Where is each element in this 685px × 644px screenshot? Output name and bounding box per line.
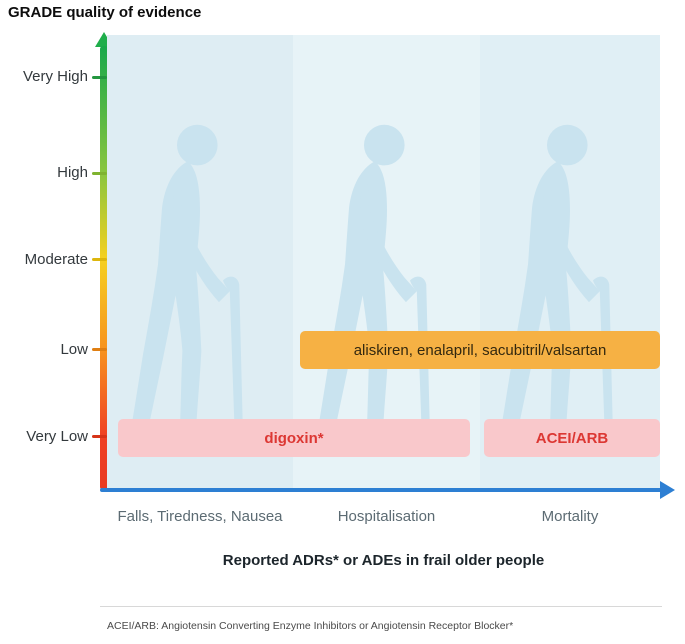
- x-axis-line: [100, 488, 662, 492]
- y-axis-label-high: High: [57, 164, 88, 181]
- column-mortality: [480, 35, 660, 490]
- elderly-person-icon: [482, 118, 658, 470]
- annotation-label: digoxin*: [264, 429, 324, 447]
- y-axis-tick: [92, 76, 107, 79]
- footnote-text: ACEI/ARB: Angiotensin Converting Enzyme …: [107, 620, 514, 632]
- y-axis-label-moderate: Moderate: [24, 251, 88, 268]
- grade-gradient-bar: [100, 46, 108, 490]
- y-axis-label-very-high: Very High: [22, 68, 88, 85]
- x-axis-label-mortality: Mortality: [541, 508, 599, 525]
- annotation-acei-arb: ACEI/ARB: [484, 419, 660, 457]
- annotation-label: ACEI/ARB: [535, 429, 609, 447]
- annotation-digoxin: digoxin*: [118, 419, 470, 457]
- y-axis-tick: [92, 435, 107, 438]
- annotation-label: aliskiren, enalapril, sacubitril/valsart…: [353, 341, 607, 359]
- x-axis-label-falls: Falls, Tiredness, Nausea: [117, 508, 283, 525]
- x-axis-labels: Falls, Tiredness, Nausea Hospitalisation…: [107, 508, 660, 525]
- column-falls-tiredness-nausea: [107, 35, 293, 490]
- y-axis-label-very-low: Very Low: [26, 428, 88, 445]
- chart-title: GRADE quality of evidence: [8, 4, 202, 21]
- plot-area: aliskiren, enalapril, sacubitril/valsart…: [107, 35, 660, 490]
- footnote-divider: [100, 606, 662, 607]
- elderly-person-icon: [112, 118, 288, 470]
- elderly-person-icon: [299, 118, 475, 470]
- y-axis-tick: [92, 348, 107, 351]
- y-axis-tick: [92, 172, 107, 175]
- x-axis-arrow-icon: [660, 481, 675, 499]
- x-axis-title: Reported ADRs* or ADEs in frail older pe…: [222, 552, 545, 569]
- y-axis-label-low: Low: [60, 341, 88, 358]
- x-axis-label-hospitalisation: Hospitalisation: [337, 508, 436, 525]
- column-hospitalisation: [293, 35, 480, 490]
- y-axis-tick: [92, 258, 107, 261]
- annotation-aliskiren-enalapril-sacubitril-valsartan: aliskiren, enalapril, sacubitril/valsart…: [300, 331, 660, 369]
